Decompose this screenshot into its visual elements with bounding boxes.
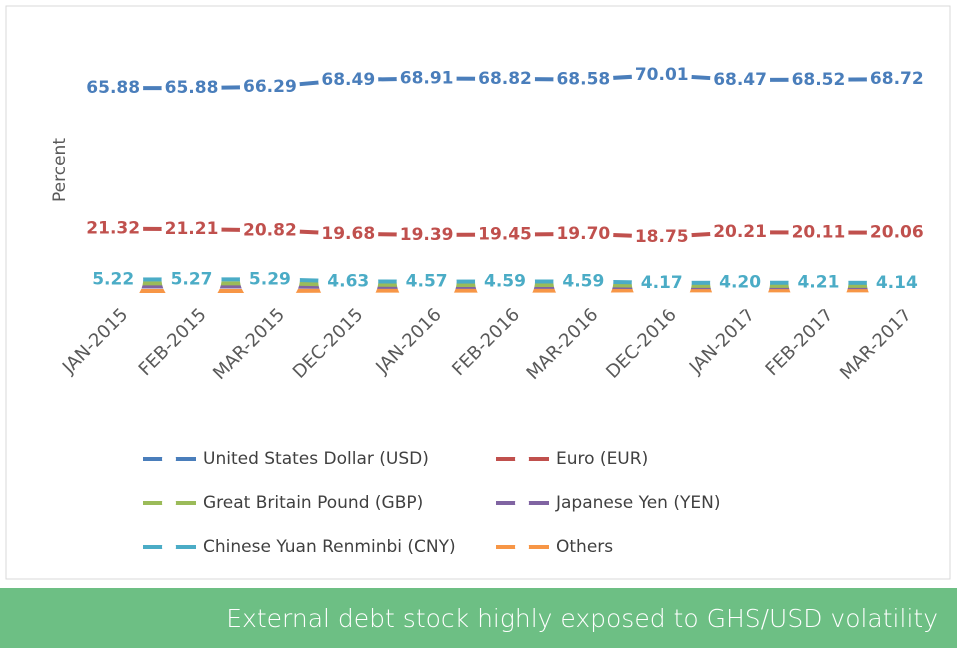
data-label: 65.88 <box>165 78 219 98</box>
data-label: 4.57 <box>406 272 448 292</box>
data-label: 4.63 <box>327 271 369 291</box>
data-label: 18.75 <box>635 227 689 247</box>
data-label: 68.58 <box>556 70 610 90</box>
legend-marker <box>162 540 176 554</box>
label-bg <box>396 254 457 309</box>
legend-marker <box>515 452 529 466</box>
data-label: 19.68 <box>321 224 375 244</box>
data-label: 4.20 <box>719 273 761 293</box>
legend-label: Great Britain Pound (GBP) <box>203 493 423 513</box>
data-label: 65.88 <box>86 78 140 98</box>
data-label: 68.91 <box>400 69 454 89</box>
data-label: 5.27 <box>171 269 213 289</box>
label-bg <box>553 254 614 309</box>
data-label: 20.06 <box>870 223 924 243</box>
label-bg <box>83 61 144 116</box>
label-bg <box>553 206 614 261</box>
label-bg <box>239 252 300 307</box>
label-bg <box>631 255 692 310</box>
legend-marker <box>515 540 529 554</box>
data-label: 68.72 <box>870 69 924 89</box>
data-label: 66.29 <box>243 77 297 97</box>
data-label: 68.49 <box>321 70 375 90</box>
data-label: 21.21 <box>165 219 219 239</box>
data-label: 21.32 <box>86 219 140 239</box>
y-axis-label: Percent <box>50 138 70 202</box>
label-bg <box>475 207 535 262</box>
label-bg <box>318 206 379 261</box>
data-label: 4.14 <box>876 273 918 293</box>
legend-label: Others <box>556 537 613 557</box>
data-label: 68.47 <box>713 70 767 90</box>
label-bg <box>866 52 927 107</box>
data-label: 19.70 <box>556 224 610 244</box>
data-label: 20.82 <box>243 220 297 240</box>
legend-marker <box>162 452 176 466</box>
label-bg <box>553 52 614 107</box>
label-bg <box>788 255 849 310</box>
data-label: 70.01 <box>635 65 689 85</box>
label-bg <box>631 209 692 264</box>
label-bg <box>239 59 300 114</box>
label-bg <box>475 254 535 309</box>
data-label: 4.21 <box>797 273 839 293</box>
data-label: 68.52 <box>792 70 846 90</box>
label-bg <box>710 52 771 107</box>
label-bg <box>788 52 849 107</box>
label-bg <box>710 205 771 260</box>
legend-marker <box>162 496 176 510</box>
label-bg <box>318 52 379 107</box>
label-bg <box>710 255 771 310</box>
label-bg <box>788 205 849 260</box>
legend-label: Japanese Yen (YEN) <box>555 493 720 513</box>
data-label: 20.21 <box>713 222 767 242</box>
banner-bg <box>0 588 957 648</box>
label-bg <box>83 252 144 307</box>
data-label: 4.59 <box>562 272 604 292</box>
banner-text: External debt stock highly exposed to GH… <box>226 604 938 633</box>
label-bg <box>866 255 927 310</box>
legend-label: Chinese Yuan Renminbi (CNY) <box>203 537 456 557</box>
label-bg <box>239 203 300 258</box>
data-label: 5.29 <box>249 269 291 289</box>
label-bg <box>161 252 222 307</box>
label-bg <box>475 51 535 106</box>
label-bg <box>396 51 457 106</box>
legend-label: United States Dollar (USD) <box>203 449 429 469</box>
label-bg <box>866 205 927 260</box>
label-bg <box>396 207 457 262</box>
label-bg <box>161 61 222 116</box>
label-bg <box>83 201 144 256</box>
data-label: 5.22 <box>92 270 134 290</box>
data-label: 19.39 <box>400 225 454 245</box>
data-label: 68.82 <box>478 69 532 89</box>
data-label: 4.17 <box>641 273 683 293</box>
label-bg <box>631 48 692 103</box>
legend-marker <box>515 496 529 510</box>
data-label: 20.11 <box>792 223 846 243</box>
label-bg <box>161 202 222 257</box>
data-label: 19.45 <box>478 225 532 245</box>
data-label: 4.59 <box>484 272 526 292</box>
label-bg <box>318 254 379 309</box>
legend-label: Euro (EUR) <box>556 449 648 469</box>
